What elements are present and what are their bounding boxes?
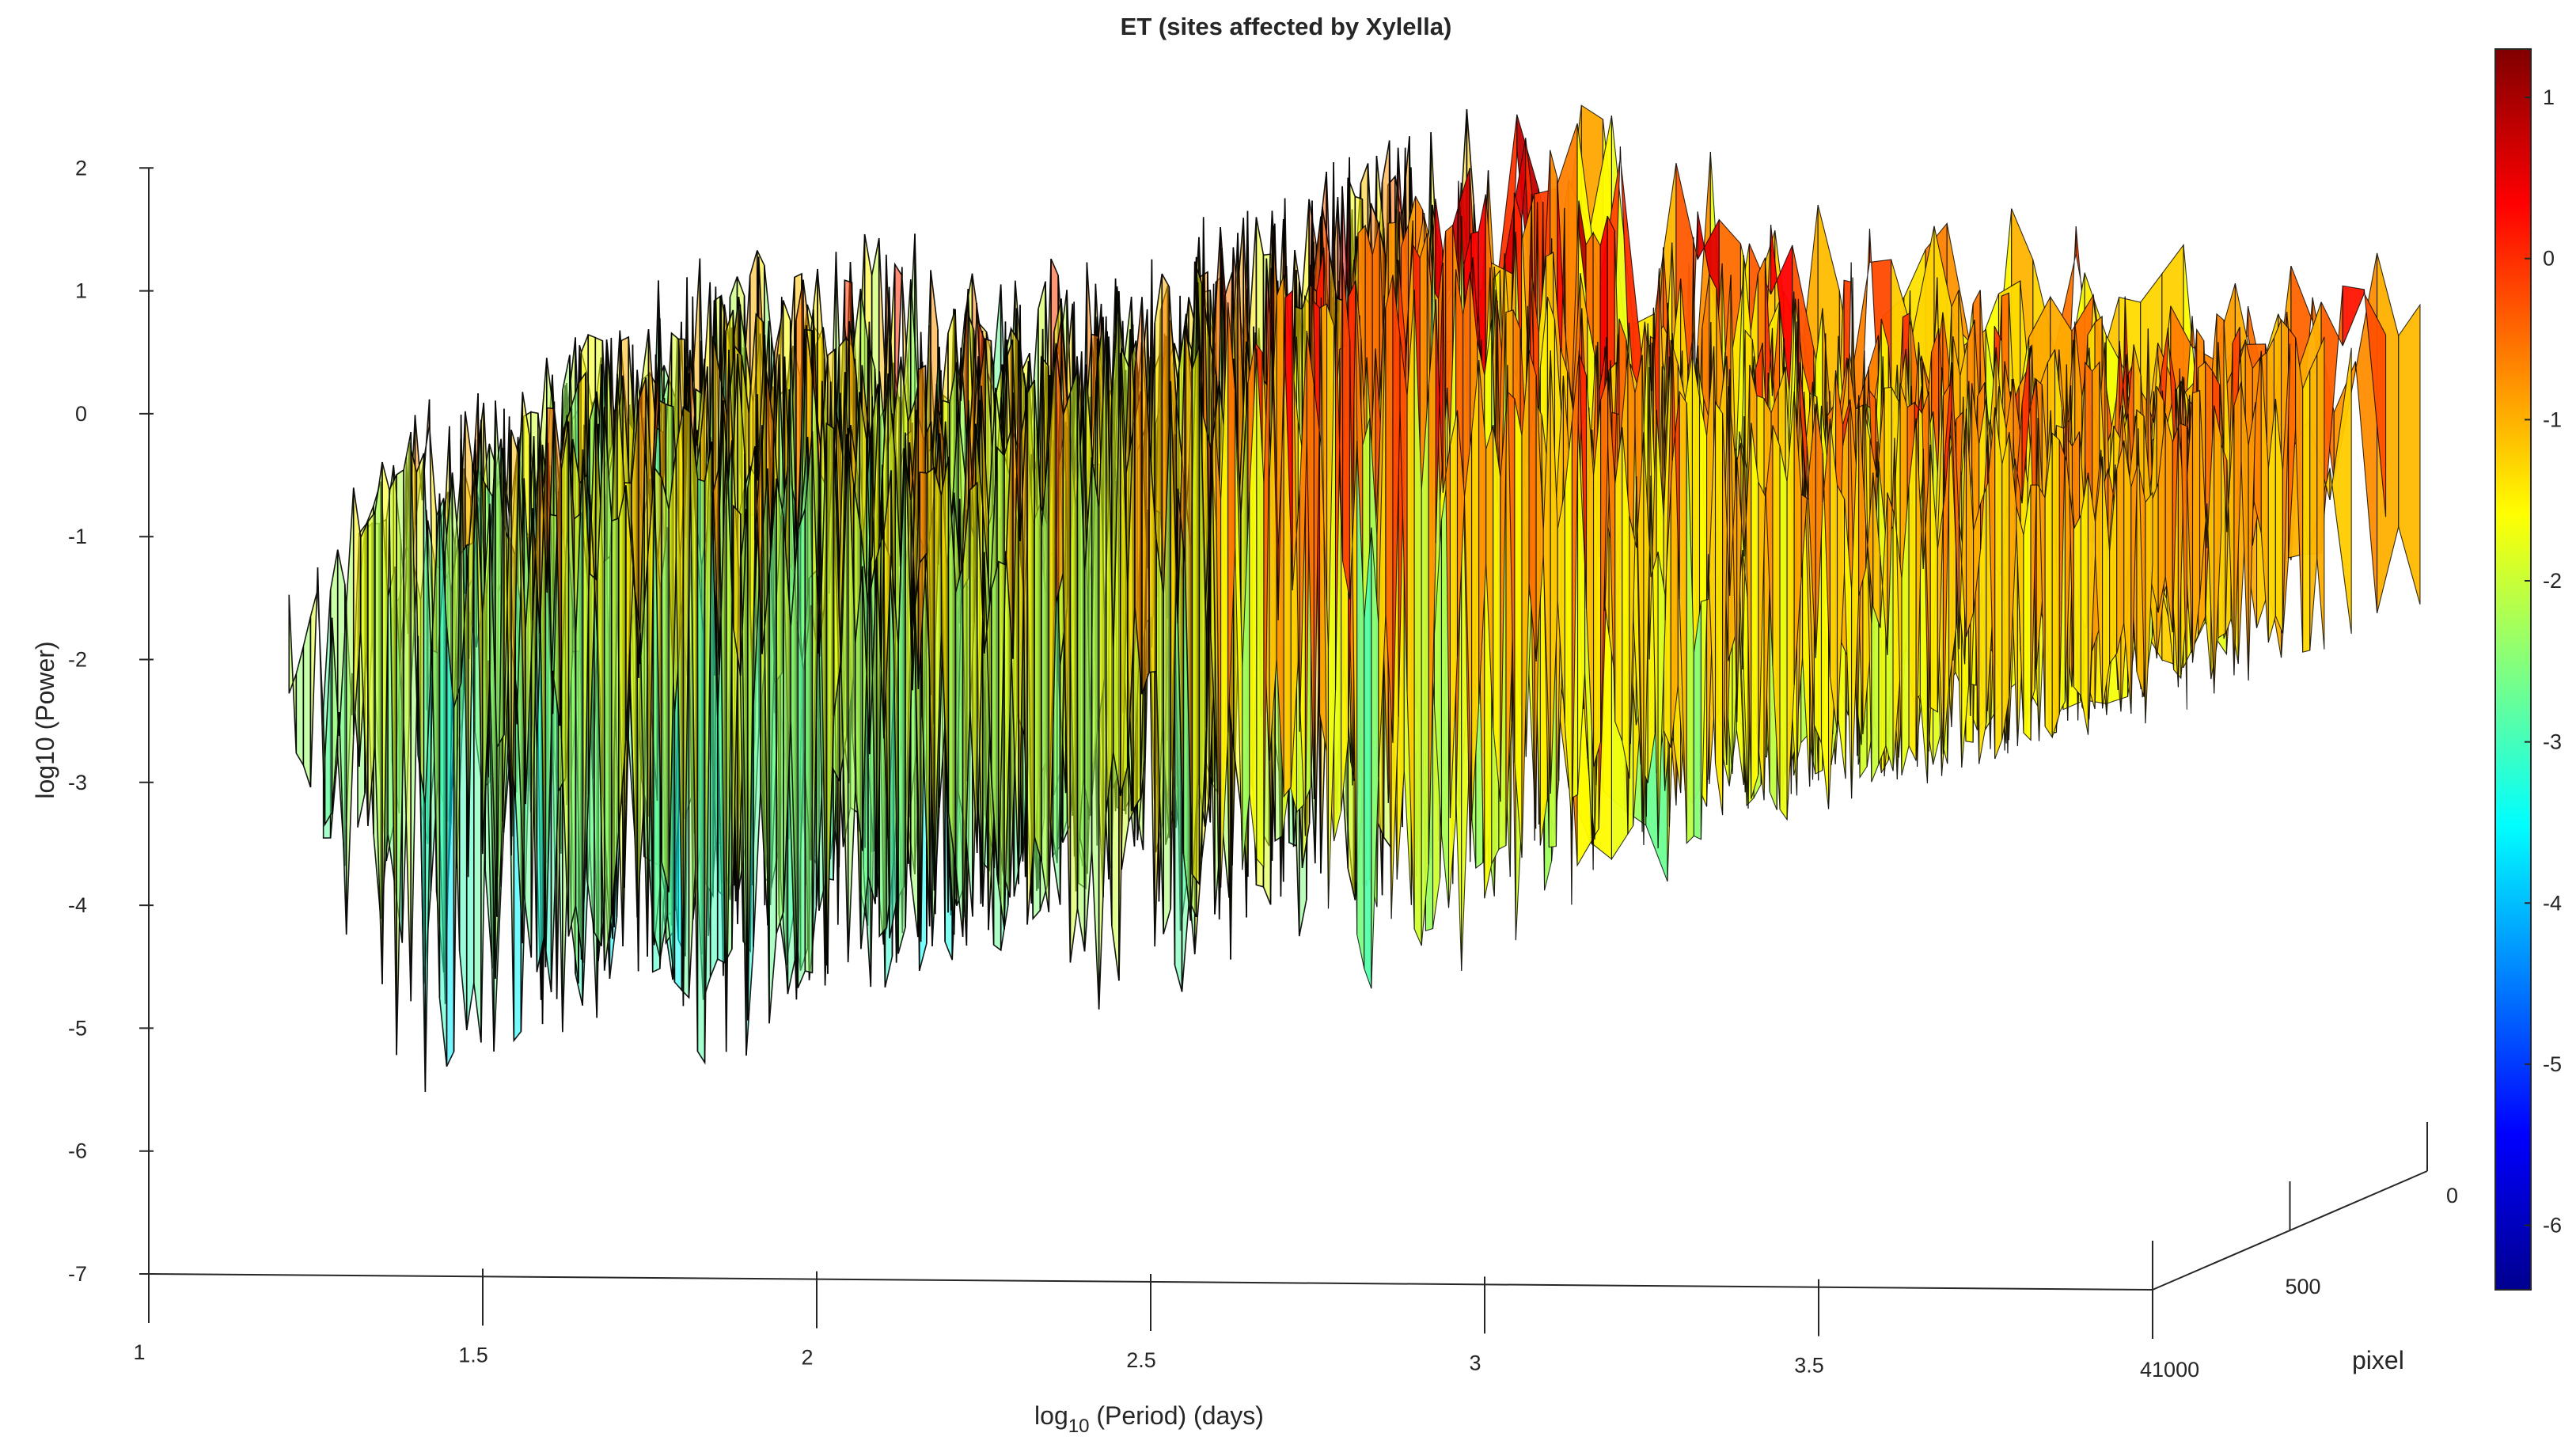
surface-facet — [732, 504, 742, 677]
surface-facet — [1978, 396, 1987, 764]
x-axis-label: log10 (Period) (days) — [1034, 1401, 1264, 1437]
surface-facet — [1714, 400, 1724, 816]
surface-facet — [1994, 407, 2003, 760]
surface-facet — [2342, 285, 2365, 347]
surface-facet — [754, 425, 763, 654]
surface-facet — [1887, 438, 1895, 655]
surface-facet — [661, 477, 670, 893]
surface-facet — [919, 471, 928, 565]
z-tick-label: -3 — [68, 771, 87, 794]
surface-facet — [1342, 263, 1351, 600]
surface-facet — [954, 564, 964, 938]
surface-facet — [295, 646, 305, 768]
surface-facet — [2302, 370, 2311, 653]
surface-facet — [2179, 368, 2187, 710]
surface-facet — [2116, 440, 2125, 654]
y-tick-label: 500 — [2286, 1275, 2321, 1298]
x-tick-label: 1.5 — [458, 1343, 488, 1367]
z-tick-label: -1 — [68, 525, 87, 548]
y-tick-label: 1000 — [2152, 1358, 2199, 1382]
colorbar-tick-label: -2 — [2543, 569, 2562, 593]
y-tick-label: 0 — [2446, 1184, 2458, 1207]
x-tick-label: 3.5 — [1794, 1354, 1824, 1378]
colorbar-tick-label: 0 — [2543, 247, 2555, 271]
z-tick-label: -2 — [68, 648, 87, 672]
surface-facet — [2214, 405, 2222, 694]
surface-facet — [1521, 350, 1530, 859]
surface-facet — [825, 422, 835, 966]
z-axis-label: log10 (Power) — [31, 641, 59, 798]
surface-facet — [2309, 354, 2318, 650]
surface-plot — [288, 104, 2421, 1092]
x-tick-label: 1 — [133, 1340, 145, 1364]
z-tick-label: 2 — [75, 156, 87, 180]
surface-facet — [768, 478, 777, 1024]
surface-facet — [2051, 432, 2060, 737]
surface-facet — [1421, 385, 1429, 946]
surface-facet — [1736, 416, 1745, 722]
z-tick-label: 1 — [75, 279, 87, 303]
colorbar-tick-label: -1 — [2543, 407, 2562, 431]
surface-facet — [2316, 336, 2325, 650]
colorbar-ticks: 1 0 -1 -2 -3 -4 -5 -6 — [2525, 85, 2562, 1238]
surface-facet — [288, 594, 298, 753]
surface-facet — [1751, 423, 1759, 799]
colorbar-tick-label: -6 — [2543, 1214, 2562, 1238]
surface-facet — [1041, 443, 1050, 912]
surface-facet — [2073, 514, 2081, 698]
surface-facet — [1069, 369, 1079, 963]
surface-facet — [302, 616, 312, 788]
z-tick-label: -4 — [68, 893, 87, 917]
x-tick-label: 2.5 — [1126, 1348, 1156, 1372]
surface-facet — [797, 509, 806, 988]
surface-facet — [2282, 343, 2291, 634]
surface-facet — [2363, 289, 2387, 517]
z-tick-label: -5 — [68, 1016, 87, 1040]
surface-facet — [403, 431, 412, 1002]
surface-facet — [776, 478, 784, 934]
x-tick-label: 4 — [2140, 1358, 2152, 1382]
colorbar-tick-label: -5 — [2543, 1052, 2562, 1076]
surface-facet — [1914, 385, 1922, 438]
surface-facet — [1405, 220, 1413, 367]
surface-facet — [396, 468, 404, 1056]
surface-facet — [374, 461, 383, 984]
surface-facet — [2248, 402, 2256, 681]
surface-slice — [288, 262, 2153, 1092]
z-tick-label: 0 — [75, 402, 87, 426]
colorbar-tick-label: -3 — [2543, 730, 2562, 754]
colorbar: 1 0 -1 -2 -3 -4 -5 -6 — [2494, 48, 2562, 1291]
chart-title: ET (sites affected by Xylella) — [1121, 13, 1452, 40]
surface-facet — [2001, 432, 2010, 740]
z-tick-label: -6 — [68, 1139, 87, 1163]
y-axis-label: pixel — [2352, 1346, 2404, 1374]
surface-facet — [1779, 445, 1788, 821]
z-axis-ticks: 2 1 0 -1 -2 -3 -4 -5 -6 -7 — [68, 156, 154, 1286]
colorbar-tick-label: 1 — [2543, 85, 2555, 109]
z-tick-label: -7 — [68, 1262, 87, 1286]
x-tick-label: 2 — [801, 1346, 813, 1370]
x-tick-label: 3 — [1469, 1351, 1481, 1374]
surface-facet — [1191, 344, 1201, 886]
surface-facet — [2398, 303, 2421, 605]
surface-facet — [883, 470, 892, 739]
corner-tick-label: 41000 — [2140, 1358, 2199, 1382]
surface-facet — [309, 567, 319, 788]
surface-facet — [1091, 457, 1100, 1010]
surface-facet — [1026, 379, 1035, 925]
surface-facet — [2145, 491, 2153, 724]
surface-facet — [861, 539, 871, 851]
surface-facet — [2329, 347, 2352, 635]
surface-facet — [696, 478, 706, 1065]
surface-facet — [345, 487, 355, 935]
surface-facet — [804, 430, 814, 974]
surface-facet — [446, 627, 455, 1067]
colorbar-gradient — [2494, 48, 2532, 1291]
colorbar-tick-label: -4 — [2543, 891, 2562, 915]
surface-facet — [1614, 426, 1623, 742]
surface-facet — [2080, 472, 2089, 735]
x-axis-ticks: 1 1.5 2 2.5 3 3.5 41000 — [133, 1266, 2199, 1382]
y-axis-ticks: 0 500 — [2152, 1122, 2458, 1298]
